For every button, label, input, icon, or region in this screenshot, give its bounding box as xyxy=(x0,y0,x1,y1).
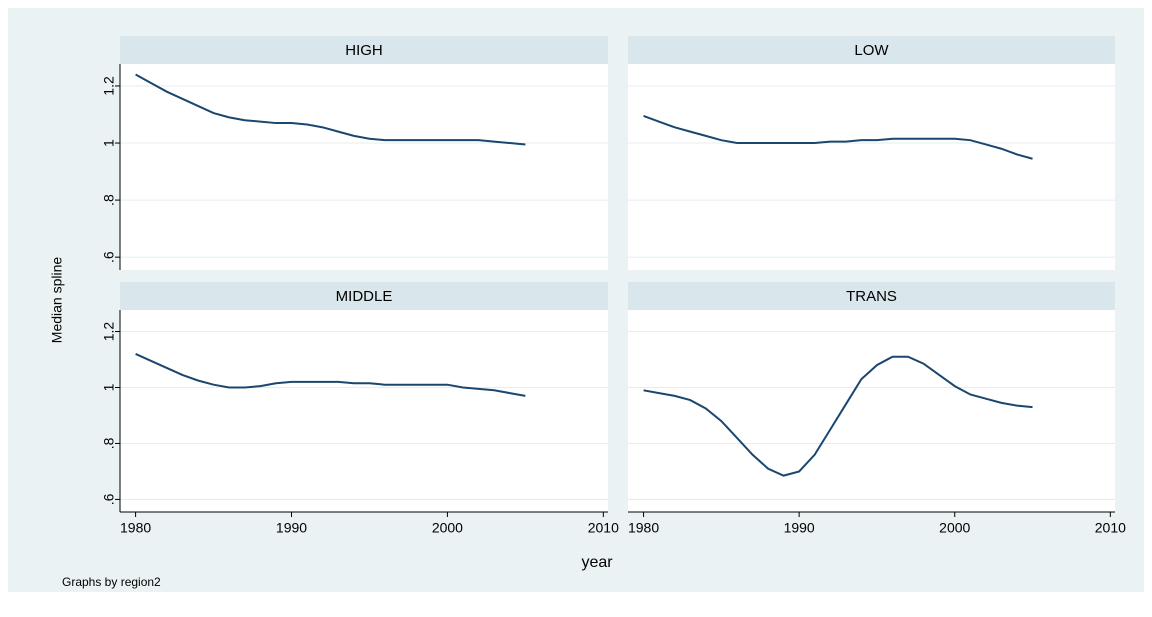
panel-title: MIDDLE xyxy=(336,288,393,305)
panel-header xyxy=(628,282,1115,310)
y-tick-label: 1.2 xyxy=(101,322,117,342)
plot-area xyxy=(120,64,608,270)
y-tick-label: 1.2 xyxy=(101,76,117,96)
panel-header xyxy=(120,36,608,64)
line-series xyxy=(135,353,526,397)
x-tick-label: 2010 xyxy=(1095,520,1126,536)
plot-area xyxy=(120,310,608,512)
x-tick-label: 1990 xyxy=(784,520,815,536)
panel-title: LOW xyxy=(854,42,889,59)
x-tick-label: 2000 xyxy=(939,520,970,536)
y-tick-label: .6 xyxy=(101,493,117,505)
y-tick-label: 1 xyxy=(101,139,117,147)
line-series xyxy=(643,114,1033,160)
panel-header xyxy=(628,36,1115,64)
note: Graphs by region2 xyxy=(62,575,161,589)
panel-title: TRANS xyxy=(846,288,897,305)
x-tick-label: 2010 xyxy=(588,520,619,536)
panel-header xyxy=(120,282,608,310)
line-series xyxy=(643,355,1033,477)
x-tick-label: 1990 xyxy=(276,520,307,536)
x-tick-label: 2000 xyxy=(432,520,463,536)
y-tick-label: 1 xyxy=(101,383,117,391)
line-series xyxy=(135,73,526,146)
plot-area xyxy=(628,64,1115,270)
y-tick-label: .8 xyxy=(101,437,117,449)
panel-title: HIGH xyxy=(345,42,383,59)
y-tick-label: .8 xyxy=(101,194,117,206)
plot-area xyxy=(628,310,1115,512)
x-axis-title: year xyxy=(581,554,613,571)
y-axis-title: Median spline xyxy=(49,257,65,344)
x-tick-label: 1980 xyxy=(628,520,659,536)
x-tick-label: 1980 xyxy=(120,520,151,536)
y-tick-label: .6 xyxy=(101,251,117,263)
